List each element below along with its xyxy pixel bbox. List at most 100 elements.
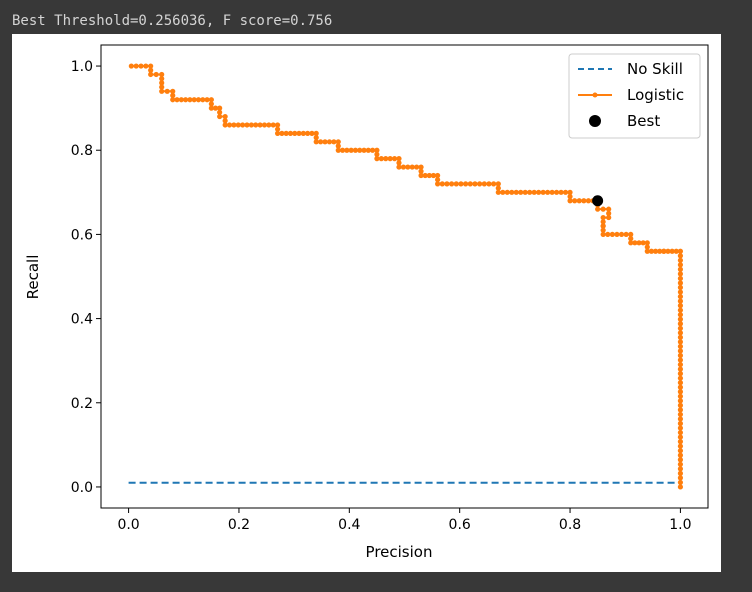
- logistic-marker: [606, 214, 612, 221]
- logistic-marker: [495, 189, 501, 195]
- logistic-marker: [439, 181, 445, 187]
- logistic-marker: [195, 97, 202, 103]
- y-tick-label: 0.0: [71, 480, 93, 496]
- logistic-marker: [677, 348, 684, 354]
- logistic-marker: [540, 189, 546, 195]
- logistic-marker: [374, 156, 380, 162]
- logistic-marker: [400, 164, 406, 170]
- logistic-marker: [495, 181, 501, 187]
- logistic-marker: [677, 330, 684, 336]
- logistic-marker: [652, 248, 659, 254]
- logistic-marker: [200, 97, 206, 103]
- best-point-marker: [592, 195, 604, 207]
- logistic-marker: [500, 189, 506, 195]
- logistic-marker: [257, 122, 263, 128]
- logistic-marker: [677, 361, 684, 368]
- y-axis-label: Recall: [24, 255, 42, 300]
- logistic-marker: [339, 147, 346, 153]
- logistic-marker: [143, 63, 149, 69]
- plot-series: [128, 63, 684, 490]
- logistic-marker: [414, 164, 420, 170]
- x-tick-label: 0.6: [449, 517, 471, 533]
- pr-curve-chart: 0.0 0.2 0.4 0.6 0.8 1.0 0.0 0.2 0.4 0.6 0.8 1.0 Pre…: [24, 44, 709, 561]
- x-tick-label: 1.0: [669, 517, 691, 533]
- logistic-marker: [248, 122, 254, 128]
- logistic-marker: [170, 92, 176, 99]
- logistic-marker: [187, 97, 193, 103]
- logistic-marker: [558, 189, 564, 195]
- logistic-marker: [677, 321, 684, 327]
- logistic-marker: [677, 253, 684, 259]
- logistic-marker: [677, 262, 684, 268]
- logistic-marker: [170, 88, 176, 94]
- logistic-marker: [677, 461, 684, 467]
- logistic-marker: [567, 198, 573, 204]
- legend-best-label: Best: [627, 112, 660, 130]
- logistic-marker: [677, 402, 684, 408]
- logistic-marker: [170, 97, 176, 103]
- logistic-marker: [677, 325, 684, 331]
- logistic-marker: [217, 109, 223, 115]
- logistic-marker: [677, 384, 684, 390]
- logistic-marker: [661, 248, 667, 254]
- x-axis-label: Precision: [366, 543, 433, 561]
- y-tick-label: 0.2: [71, 396, 93, 412]
- logistic-marker: [322, 139, 328, 145]
- logistic-marker: [204, 97, 210, 103]
- logistic-marker: [618, 231, 625, 238]
- logistic-marker: [222, 113, 228, 120]
- logistic-marker: [677, 393, 684, 399]
- logistic-marker: [449, 181, 455, 187]
- logistic-marker: [352, 147, 359, 153]
- legend-best-marker: [589, 115, 601, 127]
- logistic-marker: [677, 307, 684, 313]
- logistic-marker: [581, 198, 587, 204]
- x-tick-label: 0.4: [338, 517, 360, 533]
- logistic-marker: [527, 189, 533, 195]
- logistic-marker: [274, 126, 281, 132]
- logistic-marker: [677, 416, 684, 422]
- logistic-marker: [673, 248, 679, 254]
- logistic-marker: [274, 130, 281, 136]
- logistic-marker: [677, 266, 684, 272]
- logistic-marker: [396, 156, 402, 162]
- logistic-marker: [418, 164, 424, 170]
- y-tick-label: 0.8: [71, 143, 93, 159]
- logistic-marker: [644, 244, 650, 250]
- logistic-marker: [313, 130, 319, 136]
- logistic-marker: [486, 181, 492, 187]
- logistic-marker: [518, 189, 524, 195]
- logistic-marker: [677, 398, 684, 404]
- logistic-marker: [357, 147, 363, 153]
- logistic-marker: [159, 88, 165, 94]
- logistic-marker: [387, 156, 393, 162]
- logistic-marker: [244, 122, 250, 128]
- logistic-marker: [159, 76, 165, 82]
- logistic-marker: [677, 466, 684, 472]
- logistic-marker: [313, 135, 319, 141]
- logistic-marker: [677, 248, 684, 254]
- logistic-marker: [600, 223, 606, 229]
- logistic-marker: [458, 181, 464, 187]
- logistic-marker: [677, 289, 684, 295]
- logistic-marker: [472, 181, 478, 187]
- logistic-marker: [632, 240, 638, 246]
- logistic-marker: [600, 231, 606, 238]
- logistic-marker: [562, 189, 569, 195]
- logistic-marker: [531, 189, 537, 195]
- logistic-marker: [378, 156, 384, 162]
- plot-frame: [100, 44, 709, 509]
- logistic-marker: [418, 168, 424, 174]
- logistic-marker: [164, 88, 170, 94]
- logistic-marker: [536, 189, 542, 195]
- logistic-marker: [212, 105, 219, 111]
- logistic-marker: [677, 429, 684, 436]
- logistic-marker: [283, 130, 289, 136]
- logistic-marker: [572, 198, 578, 204]
- logistic-marker: [644, 240, 650, 246]
- logistic-marker: [513, 189, 519, 195]
- logistic-marker: [208, 101, 214, 107]
- logistic-marker: [159, 80, 165, 86]
- logistic-marker: [567, 189, 573, 195]
- logistic-marker: [148, 71, 154, 78]
